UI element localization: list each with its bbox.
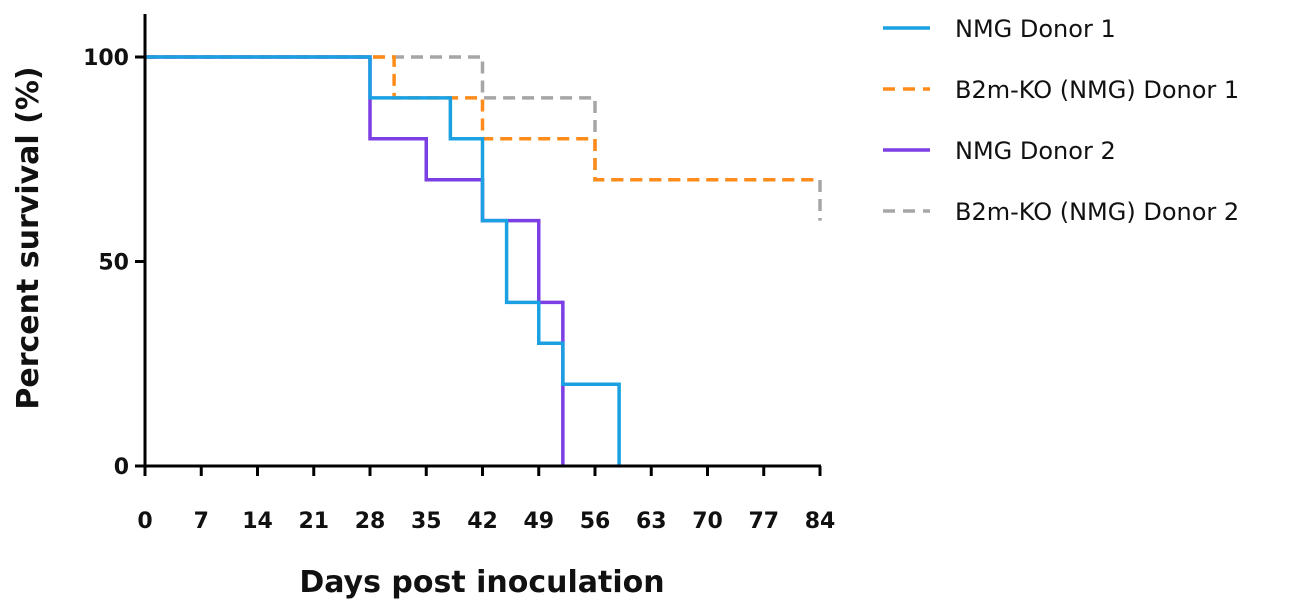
y-tick-label-0: 0: [114, 455, 129, 480]
legend: NMG Donor 1 B2m-KO (NMG) Donor 1 NMG Donor…: [883, 15, 1239, 226]
x-tick-label-1: 7: [194, 509, 209, 534]
legend-label-0: NMG Donor 1: [955, 15, 1116, 43]
series-line-2: [145, 55, 565, 466]
x-tick-label-8: 56: [580, 509, 611, 534]
legend-label-2: NMG Donor 2: [955, 137, 1116, 165]
series-line-1: [145, 55, 820, 182]
x-tick-label-2: 14: [242, 509, 273, 534]
x-tick-label-4: 28: [355, 509, 386, 534]
x-tick-label-5: 35: [411, 509, 442, 534]
x-tick-label-10: 70: [692, 509, 723, 534]
y-tick-label-1: 50: [98, 251, 129, 276]
x-axis-title: Days post inoculation: [299, 565, 664, 600]
x-tick-label-11: 77: [748, 509, 779, 534]
x-tick-label-0: 0: [137, 509, 152, 534]
legend-label-1: B2m-KO (NMG) Donor 1: [955, 76, 1239, 104]
y-axis-title: Percent survival (%): [11, 66, 46, 409]
x-tick-label-3: 21: [298, 509, 329, 534]
series-layer: [145, 55, 822, 466]
ticks-layer: 0 7 14 21 28 35 42 49 56 63 70 77 84 0 50 100: [83, 46, 835, 534]
x-tick-label-6: 42: [467, 509, 498, 534]
y-tick-label-2: 100: [83, 46, 129, 71]
x-tick-label-12: 84: [805, 509, 836, 534]
legend-label-3: B2m-KO (NMG) Donor 2: [955, 198, 1239, 226]
x-tick-label-7: 49: [523, 509, 554, 534]
x-tick-label-9: 63: [636, 509, 667, 534]
series-line-0: [145, 55, 621, 466]
